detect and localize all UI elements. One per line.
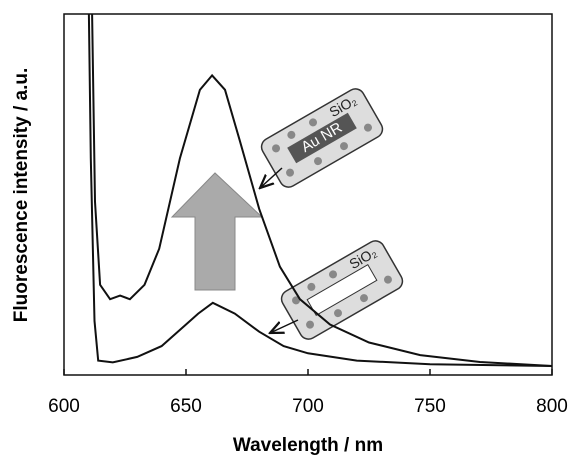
au-nr-glyph: Au NR SiO₂	[260, 88, 384, 188]
x-tick-label: 800	[536, 396, 568, 417]
empty-shell-glyph: SiO₂	[280, 240, 404, 340]
pointer	[270, 319, 299, 333]
series-line	[87, 14, 552, 367]
x-tick-label: 750	[414, 396, 446, 417]
x-tick-label: 600	[48, 396, 80, 417]
enhancement-arrow	[170, 172, 264, 291]
x-axis-label: Wavelength / nm	[233, 435, 383, 456]
pointer	[260, 167, 283, 188]
series-line	[91, 14, 552, 367]
y-axis-label: Fluorescence intensity / a.u.	[11, 68, 32, 322]
x-tick-label: 650	[170, 396, 202, 417]
x-tick-label: 700	[292, 396, 324, 417]
